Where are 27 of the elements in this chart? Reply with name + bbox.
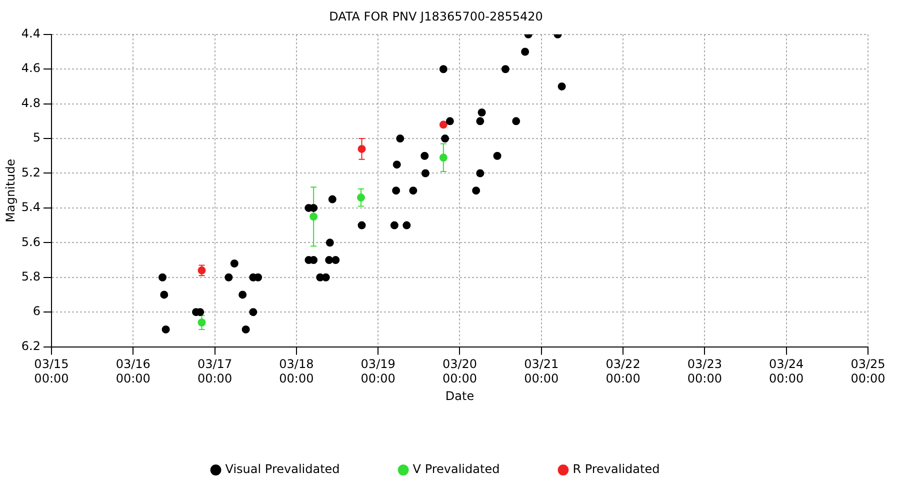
y-tick-label: 5: [32, 130, 40, 145]
y-tick-label: 5.6: [21, 234, 40, 249]
x-tick-label: 03/19 00:00: [360, 357, 396, 386]
x-tick-label: 03/17 00:00: [197, 357, 232, 386]
x-tick-label: 03/16 00:00: [116, 357, 150, 386]
y-tick-label: 6.2: [21, 338, 40, 353]
x-tick-label: 03/25 00:00: [850, 357, 886, 386]
y-tick-label: 6: [32, 304, 40, 318]
x-tick-label: 03/18 00:00: [279, 357, 314, 386]
y-axis-title: Magnitude: [3, 158, 18, 222]
chart-title: DATA FOR PNV J18365700-2855420: [329, 9, 543, 24]
legend-label: V Prevalidated: [412, 462, 500, 476]
y-tick-label: 5.4: [21, 200, 40, 214]
x-tick-label: 03/22 00:00: [606, 357, 640, 386]
x-tick-label: 03/21 00:00: [524, 357, 559, 386]
y-tick-label: 5.2: [21, 165, 40, 180]
x-tick-label: 03/23 00:00: [687, 357, 722, 386]
y-tick-label: 4.6: [21, 61, 40, 76]
legend-label: Visual Prevalidated: [225, 462, 340, 476]
x-tick-label: 03/24 00:00: [769, 357, 804, 386]
x-tick-label: 03/20 00:00: [442, 357, 478, 386]
x-tick-label: 03/15 00:00: [34, 357, 69, 386]
y-tick-label: 4.8: [21, 96, 40, 110]
y-tick-label: 5.8: [21, 270, 40, 284]
x-axis-title: Date: [445, 388, 474, 403]
y-tick-label: 4.4: [21, 26, 40, 41]
legend-label: R Prevalidated: [572, 462, 660, 476]
